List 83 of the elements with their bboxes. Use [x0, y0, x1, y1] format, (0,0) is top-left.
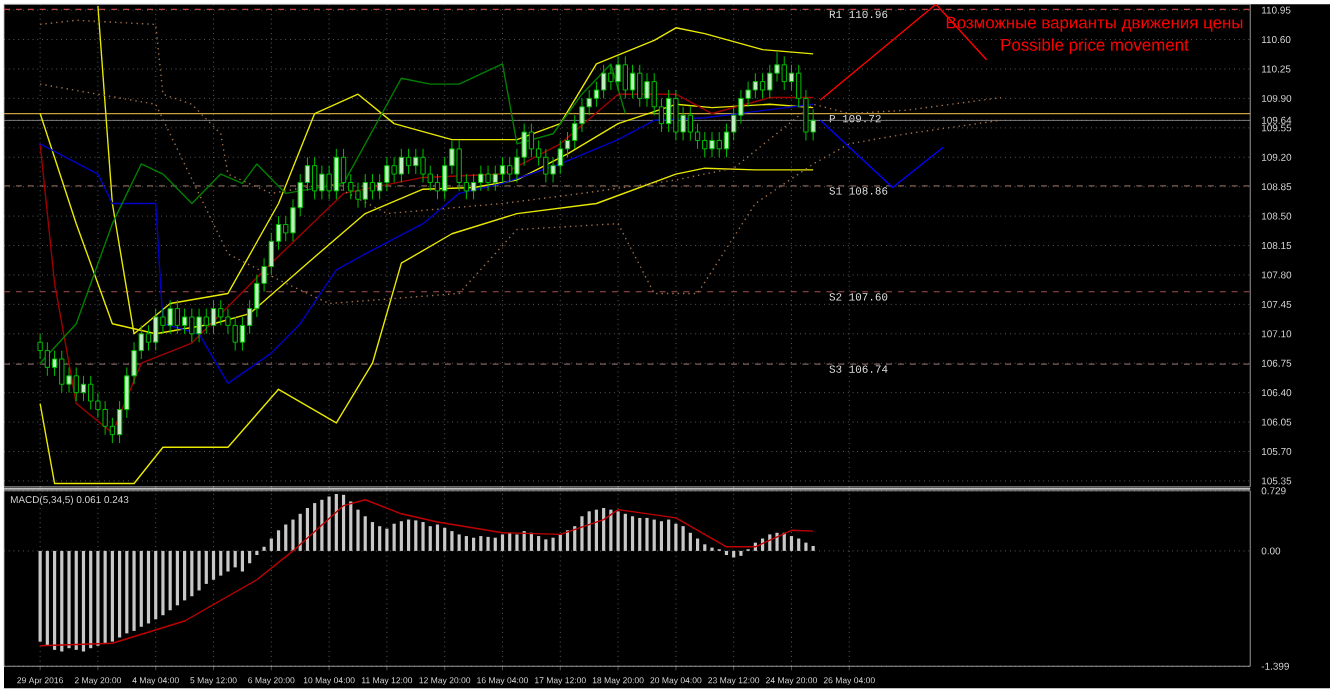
- candlestick: [59, 350, 65, 394]
- candlestick: [470, 173, 477, 200]
- candlestick: [644, 72, 650, 108]
- candlestick: [88, 375, 94, 411]
- candlestick: [579, 98, 585, 133]
- candlestick: [731, 106, 737, 142]
- candlestick: [651, 72, 657, 116]
- candlestick: [333, 148, 339, 200]
- candlestick: [37, 333, 43, 360]
- candlestick: [210, 299, 217, 335]
- line-series: [39, 63, 627, 365]
- candlestick: [196, 308, 202, 343]
- candlestick: [398, 148, 405, 184]
- candlestick: [637, 64, 643, 108]
- candlestick: [543, 148, 549, 184]
- candlestick: [752, 72, 759, 100]
- candlestick: [355, 182, 361, 209]
- candlestick: [167, 299, 173, 335]
- candlestick: [181, 308, 188, 335]
- candlestick: [694, 123, 701, 150]
- candlestick: [153, 308, 159, 352]
- candlestick: [499, 156, 506, 184]
- candlestick: [485, 165, 491, 192]
- candlestick: [666, 89, 672, 133]
- candlestick: [788, 64, 795, 91]
- candlestick: [774, 51, 780, 83]
- candlestick: [109, 417, 116, 444]
- candlestick: [239, 316, 246, 352]
- candlestick: [73, 367, 79, 402]
- candlestick: [369, 173, 376, 200]
- candlestick: [319, 165, 325, 200]
- line-series: [39, 103, 814, 385]
- candlestick: [608, 64, 614, 91]
- candlestick: [709, 131, 715, 158]
- candlestick: [405, 148, 412, 175]
- candlestick: [759, 72, 766, 100]
- line-series: [39, 93, 814, 434]
- candlestick: [680, 106, 686, 142]
- candlestick: [420, 148, 426, 184]
- candlestick: [51, 350, 58, 377]
- candlestick: [492, 165, 498, 192]
- candlestick: [377, 173, 383, 200]
- candlestick: [593, 81, 600, 108]
- candlestick: [44, 341, 51, 377]
- candlestick: [781, 56, 787, 91]
- candlestick: [413, 148, 419, 175]
- candlestick: [311, 156, 318, 200]
- candlestick: [174, 299, 181, 335]
- candlestick: [615, 56, 621, 91]
- candlestick: [673, 89, 679, 142]
- candlestick: [434, 173, 441, 200]
- candlestick: [723, 123, 730, 158]
- candlestick: [326, 165, 332, 200]
- candlestick: [507, 156, 513, 184]
- candlestick: [102, 400, 108, 436]
- candlestick: [528, 123, 535, 158]
- candlestick: [738, 89, 744, 125]
- candlestick: [203, 308, 209, 335]
- candlestick: [362, 173, 368, 209]
- candlestick: [80, 375, 87, 402]
- candlestick: [716, 131, 722, 158]
- candlestick: [232, 316, 238, 352]
- candlestick: [340, 148, 347, 192]
- candlestick: [218, 299, 224, 327]
- candlestick: [687, 106, 693, 142]
- candlestick: [702, 131, 708, 158]
- candlestick: [189, 308, 195, 343]
- candlestick: [391, 156, 397, 184]
- line-series: [39, 167, 814, 485]
- annotation: Possible price movement: [1001, 38, 1189, 55]
- candlestick: [283, 215, 289, 243]
- candlestick: [600, 64, 607, 100]
- line-series: [39, 83, 1002, 305]
- candlestick: [550, 156, 556, 184]
- candlestick: [564, 131, 571, 158]
- candlestick: [629, 64, 636, 100]
- candlestick: [478, 165, 484, 192]
- candlestick: [557, 140, 563, 175]
- candlestick: [384, 156, 390, 192]
- candlestick: [160, 308, 166, 335]
- candlestick: [622, 56, 628, 100]
- candlestick: [456, 140, 462, 192]
- candlestick: [225, 308, 231, 335]
